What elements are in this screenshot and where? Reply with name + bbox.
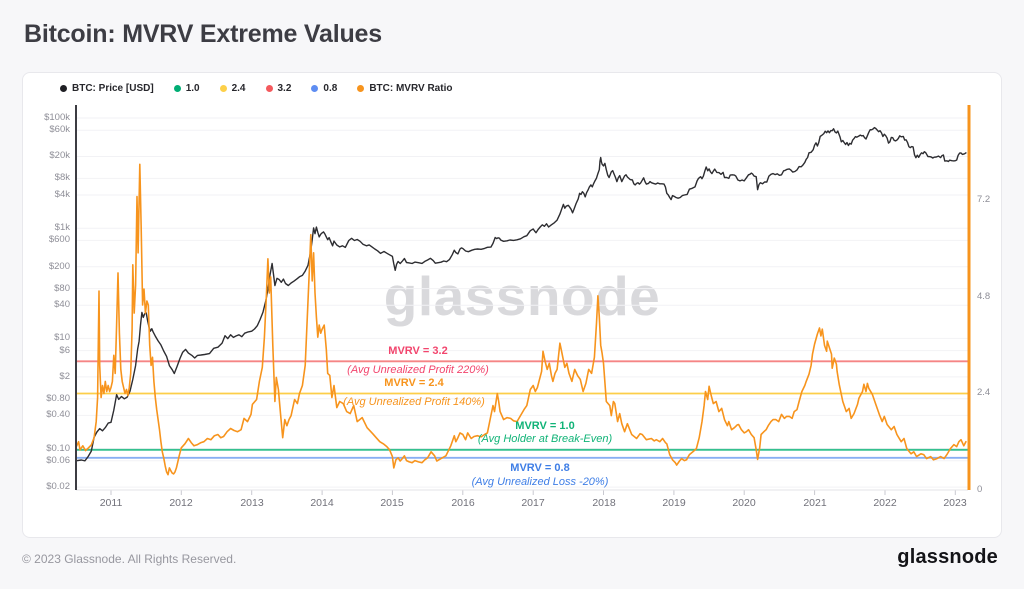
btc-price-line <box>75 126 967 462</box>
legend-item-0-8[interactable]: 0.8 <box>311 83 337 94</box>
mvrv-ratio-line <box>75 163 967 476</box>
page-title: Bitcoin: MVRV Extreme Values <box>24 20 382 48</box>
footer-copyright: © 2023 Glassnode. All Rights Reserved. <box>22 552 237 566</box>
legend-label: 1.0 <box>185 83 200 94</box>
legend-label: 2.4 <box>231 83 246 94</box>
legend-item-2-4[interactable]: 2.4 <box>219 83 246 94</box>
legend-dot-icon <box>357 85 365 92</box>
legend-label: BTC: MVRV Ratio <box>369 83 453 94</box>
legend-item-3-2[interactable]: 3.2 <box>265 83 292 94</box>
legend-item-1-0[interactable]: 1.0 <box>173 83 200 94</box>
legend-dot-icon <box>311 85 319 92</box>
legend-item-btc-mvrv-ratio[interactable]: BTC: MVRV Ratio <box>357 83 452 94</box>
legend-dot-icon <box>60 85 67 92</box>
legend-label: 0.8 <box>323 83 338 94</box>
legend-label: BTC: Price [USD] <box>72 83 154 94</box>
legend-dot-icon <box>173 85 181 92</box>
legend-label: 3.2 <box>277 83 292 94</box>
glassnode-watermark: glassnode <box>383 265 661 327</box>
chart-legend: BTC: Price [USD] 1.0 2.4 3.2 0.8 BTC: MVRV Ra… <box>60 83 452 94</box>
legend-dot-icon <box>265 85 273 92</box>
legend-dot-icon <box>219 85 227 92</box>
legend-item-btc-price-usd-[interactable]: BTC: Price [USD] <box>60 83 154 94</box>
glassnode-logo: glassnode <box>897 546 998 568</box>
